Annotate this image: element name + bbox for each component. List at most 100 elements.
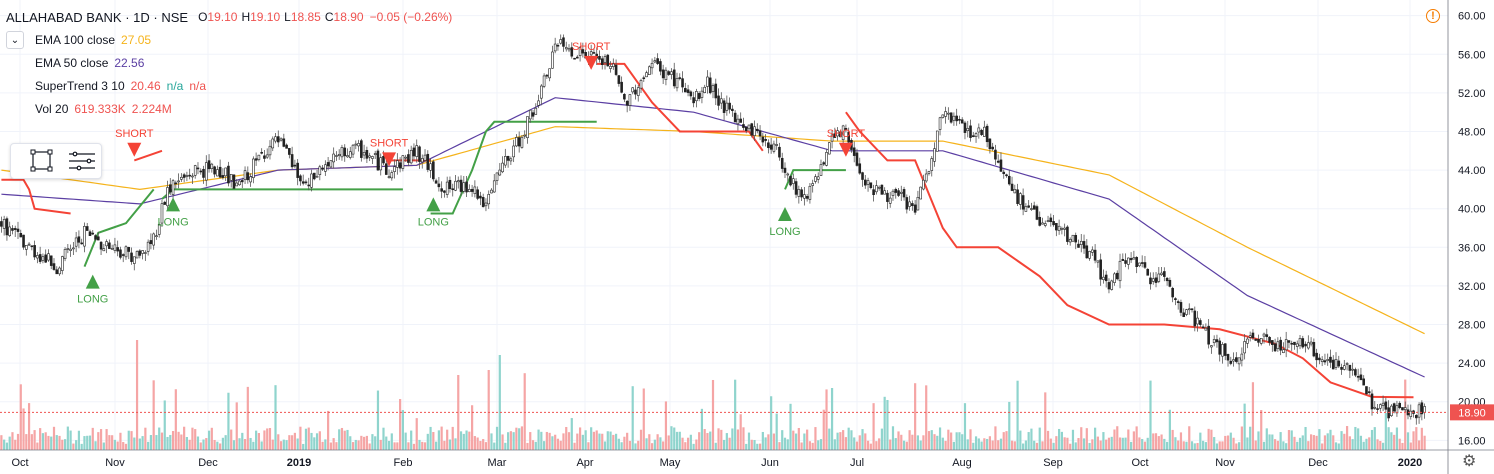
candle-body bbox=[1074, 235, 1078, 243]
candle-body bbox=[191, 175, 194, 178]
candle-body bbox=[1218, 340, 1222, 355]
volume-bar bbox=[324, 439, 327, 450]
volume-bar bbox=[1312, 435, 1315, 450]
candle-body bbox=[1246, 338, 1249, 344]
volume-bar bbox=[1071, 429, 1075, 450]
volume-bar bbox=[1354, 426, 1357, 450]
candle-body bbox=[938, 117, 942, 130]
candle-body bbox=[974, 133, 978, 137]
collapse-legend-button[interactable]: ⌄ bbox=[6, 31, 24, 49]
candle-body bbox=[454, 180, 457, 191]
alert-icon[interactable]: ! bbox=[1426, 9, 1440, 23]
volume-bar bbox=[714, 442, 717, 450]
candle-body bbox=[703, 86, 706, 93]
y-tick-label: 36.00 bbox=[1458, 242, 1486, 254]
candle-body bbox=[362, 152, 366, 156]
volume-bar bbox=[302, 443, 305, 450]
volume-bar bbox=[1118, 437, 1122, 450]
volume-bar bbox=[374, 436, 377, 450]
volume-bar bbox=[482, 439, 485, 450]
volume-bar bbox=[1058, 428, 1061, 450]
candle-body bbox=[227, 165, 230, 184]
volume-bar bbox=[69, 430, 72, 450]
volume-bar bbox=[124, 443, 128, 450]
candle-body bbox=[562, 37, 565, 47]
candle-body bbox=[598, 56, 601, 60]
volume-bar bbox=[603, 441, 607, 450]
volume-bar bbox=[642, 388, 645, 450]
candle-body bbox=[1232, 359, 1235, 362]
volume-bar bbox=[396, 442, 399, 450]
volume-bar bbox=[1038, 427, 1041, 450]
volume-bar bbox=[1105, 439, 1108, 450]
volume-bar bbox=[1166, 441, 1169, 450]
candle-body bbox=[382, 156, 385, 164]
volume-bar bbox=[1132, 431, 1135, 450]
volume-bar bbox=[734, 379, 737, 450]
candle-body bbox=[1420, 402, 1424, 415]
indicator-row[interactable]: EMA 100 close 27.05 bbox=[35, 29, 452, 52]
volume-bar bbox=[58, 435, 61, 450]
rectangle-tool-icon[interactable] bbox=[30, 149, 53, 172]
volume-bar bbox=[27, 403, 31, 450]
candle-body bbox=[229, 174, 233, 181]
volume-bar bbox=[1091, 439, 1094, 450]
volume-bar bbox=[133, 437, 136, 450]
candle-body bbox=[63, 249, 67, 259]
indicator-row[interactable]: SuperTrend 3 10 20.46 n/a n/a bbox=[35, 75, 452, 98]
volume-bar bbox=[1379, 441, 1382, 450]
volume-bar bbox=[1226, 435, 1230, 450]
volume-bar bbox=[185, 436, 189, 450]
x-tick-label: Jun bbox=[761, 457, 779, 469]
candle-body bbox=[803, 194, 806, 199]
candle-body bbox=[844, 127, 848, 131]
volume-bar bbox=[307, 427, 310, 450]
volume-bar bbox=[421, 441, 424, 450]
volume-bar bbox=[360, 435, 363, 450]
candle-body bbox=[672, 69, 676, 87]
volume-bar bbox=[191, 427, 194, 450]
candle-body bbox=[1063, 227, 1066, 230]
candle-body bbox=[1210, 345, 1213, 348]
volume-bar bbox=[1423, 435, 1426, 450]
candle-body bbox=[171, 180, 175, 195]
volume-bar bbox=[512, 432, 515, 450]
indicator-row[interactable]: EMA 50 close 22.56 bbox=[35, 52, 452, 75]
drawing-toolbox[interactable] bbox=[10, 143, 102, 179]
volume-bar bbox=[1268, 434, 1271, 450]
candle-body bbox=[756, 128, 759, 132]
candle-body bbox=[1024, 206, 1028, 212]
candle-body bbox=[393, 166, 396, 172]
volume-bar bbox=[1193, 443, 1196, 450]
candle-body bbox=[49, 255, 53, 266]
volume-bar bbox=[335, 442, 338, 450]
candle-body bbox=[301, 181, 305, 184]
volume-bar bbox=[1204, 442, 1207, 450]
lines-tool-icon[interactable] bbox=[69, 151, 95, 171]
candle-body bbox=[465, 181, 468, 193]
candle-body bbox=[1415, 415, 1418, 419]
volume-bar bbox=[1027, 432, 1030, 450]
candle-body bbox=[343, 147, 347, 157]
volume-bar bbox=[471, 405, 474, 450]
indicator-row[interactable]: Vol 20 619.333K 2.224M bbox=[35, 98, 452, 121]
candle-body bbox=[157, 223, 161, 235]
volume-bar bbox=[875, 441, 878, 450]
candle-body bbox=[551, 51, 554, 69]
volume-bar bbox=[1271, 434, 1274, 450]
volume-bar bbox=[686, 437, 690, 450]
settings-gear-icon[interactable]: ⚙ bbox=[1462, 453, 1477, 470]
symbol-title[interactable]: ALLAHABAD BANK · 1D · NSE bbox=[6, 10, 189, 25]
candle-body bbox=[218, 166, 222, 178]
volume-bar bbox=[1041, 441, 1044, 450]
candle-body bbox=[1304, 343, 1307, 347]
volume-bar bbox=[1290, 430, 1293, 450]
candle-body bbox=[1257, 339, 1260, 343]
candle-body bbox=[958, 119, 961, 121]
candle-body bbox=[47, 253, 50, 261]
volume-bar bbox=[72, 443, 75, 450]
candle-body bbox=[861, 172, 864, 180]
volume-bar bbox=[711, 379, 715, 450]
volume-bar bbox=[216, 441, 219, 450]
